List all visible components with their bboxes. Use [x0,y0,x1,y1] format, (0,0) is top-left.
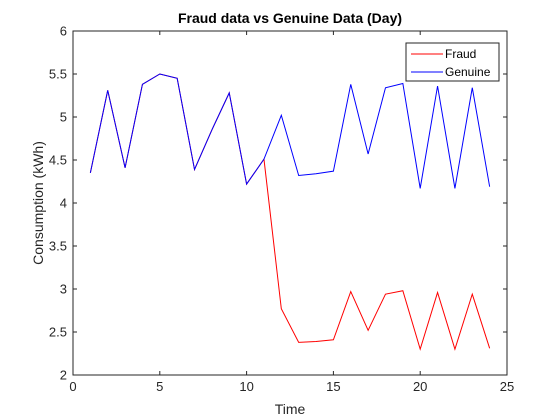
y-tick-label: 4.5 [49,153,67,168]
legend-box [405,42,500,82]
y-tick-label: 5.5 [49,67,67,82]
y-tick-label: 2.5 [49,325,67,340]
series-line-genuine [89,73,491,189]
plot-area [73,31,507,375]
y-tick-label: 5 [60,110,67,125]
x-tick-label: 5 [156,379,163,394]
series-layer [89,73,491,351]
x-tick-label: 15 [326,379,340,394]
x-tick-label: 0 [69,379,76,394]
chart-title: Fraud data vs Genuine Data (Day) [178,10,402,26]
y-tick-label: 3.5 [49,239,67,254]
y-tick-label: 2 [60,368,67,383]
x-tick-label: 25 [500,379,514,394]
y-axis-label: Consumption (kWh) [30,141,46,265]
legend: Fraud Genuine [405,42,500,82]
x-tick-label: 20 [413,379,427,394]
legend-label-genuine: Genuine [445,65,491,79]
legend-label-fraud: Fraud [445,47,476,61]
y-tick-label: 3 [60,282,67,297]
x-tick-label: 10 [239,379,253,394]
x-axis-label: Time [275,401,306,417]
y-tick-label: 4 [60,196,67,211]
ticks-layer: 0 5 10 15 20 25 2 2.5 3 3.5 4 4.5 5 5.5 6 [49,24,514,395]
y-tick-label: 6 [60,24,67,39]
